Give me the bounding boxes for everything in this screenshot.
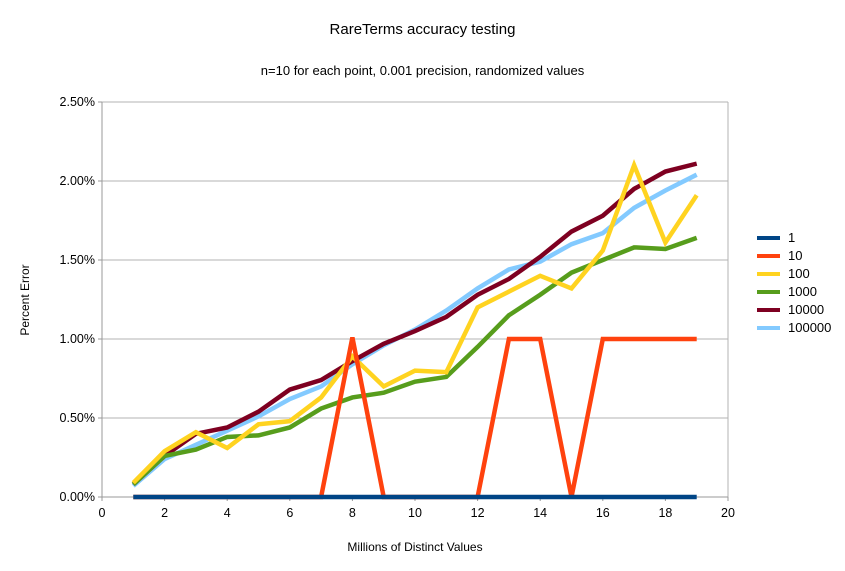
y-tick-label: 2.50% [60, 95, 95, 109]
legend-item-100: 100 [757, 265, 831, 283]
legend-label: 1 [788, 230, 796, 245]
legend-item-10: 10 [757, 247, 831, 265]
legend-item-10000: 10000 [757, 301, 831, 319]
series-line-10 [133, 336, 697, 500]
x-tick-label: 12 [471, 506, 485, 520]
legend-swatch-icon [757, 326, 780, 330]
x-tick-label: 16 [596, 506, 610, 520]
legend-item-1: 1 [757, 229, 831, 247]
chart-subtitle: n=10 for each point, 0.001 precision, ra… [260, 63, 585, 78]
x-tick-label: 20 [721, 506, 735, 520]
series-line-1000 [131, 235, 698, 487]
x-tick-label: 4 [224, 506, 231, 520]
y-axis-title: Percent Error [18, 264, 32, 336]
legend-swatch-icon [757, 308, 780, 312]
legend-swatch-icon [757, 272, 780, 276]
legend-label: 1000 [788, 284, 817, 299]
legend-item-1000: 1000 [757, 283, 831, 301]
y-tick-label: 0.50% [60, 411, 95, 425]
x-tick-label: 10 [408, 506, 422, 520]
chart-title: RareTerms accuracy testing [329, 21, 516, 38]
x-axis-title: Millions of Distinct Values [347, 540, 483, 554]
x-tick-label: 6 [286, 506, 293, 520]
x-tick-label: 18 [658, 506, 672, 520]
legend-label: 100 [788, 266, 810, 281]
x-tick-label: 0 [99, 506, 106, 520]
legend-label: 100000 [788, 320, 832, 335]
y-tick-label: 1.50% [60, 253, 95, 267]
legend-item-100000: 100000 [757, 319, 831, 337]
legend-swatch-icon [757, 290, 780, 294]
legend-swatch-icon [757, 254, 780, 258]
legend-label: 10 [788, 248, 803, 263]
legend: 1 10 100 1000 10000 100000 [757, 229, 831, 337]
y-tick-label: 0.00% [60, 490, 95, 504]
x-tick-label: 8 [349, 506, 356, 520]
y-tick-label: 2.00% [60, 174, 95, 188]
legend-label: 10000 [788, 302, 825, 317]
series-line-100 [131, 158, 699, 485]
x-tick-label: 2 [161, 506, 168, 520]
legend-swatch-icon [757, 236, 780, 240]
y-tick-label: 1.00% [60, 332, 95, 346]
x-tick-label: 14 [533, 506, 547, 520]
series-line-10000 [131, 161, 698, 487]
